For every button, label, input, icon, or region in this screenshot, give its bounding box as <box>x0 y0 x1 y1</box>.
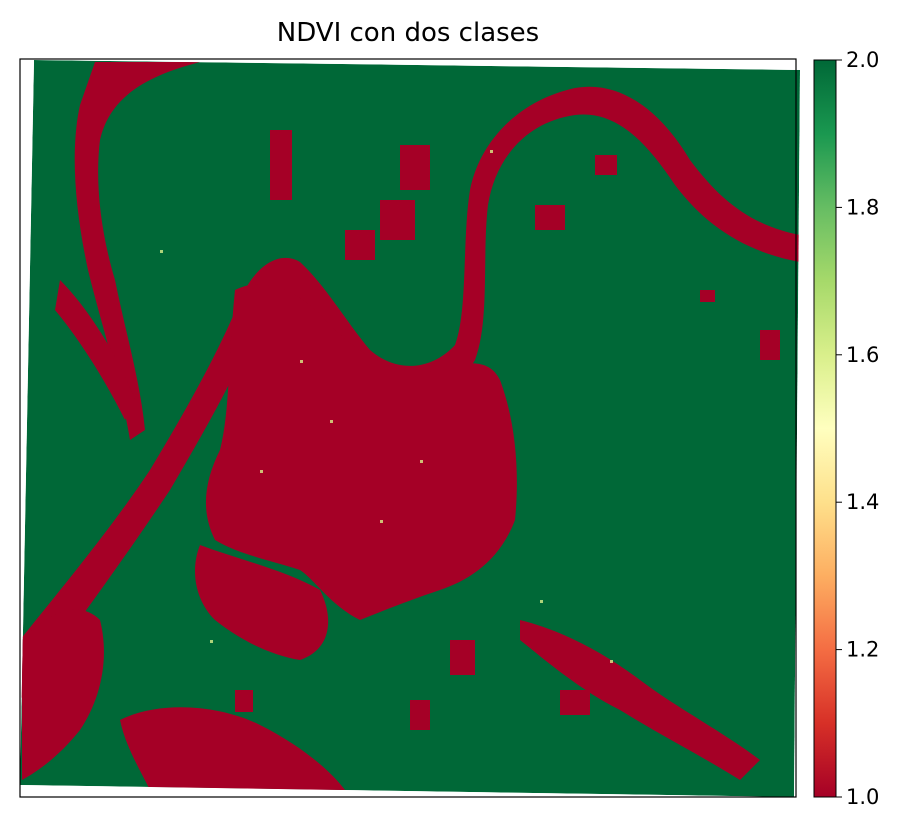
lagoon-bottom <box>120 707 345 790</box>
patch-se-3 <box>410 700 430 730</box>
colorbar-gradient <box>814 60 836 797</box>
colorbar-tick-label: 1.4 <box>846 490 879 514</box>
block-north-2 <box>400 145 430 190</box>
colorbar-tick-label: 1.0 <box>846 785 879 809</box>
colorbar-tick-label: 2.0 <box>846 48 879 72</box>
plot-frame <box>19 58 797 798</box>
chart-title: NDVI con dos clases <box>277 18 539 48</box>
colorbar-tick-label: 1.8 <box>846 195 879 219</box>
block-north-6 <box>595 155 617 175</box>
transition-speckle <box>160 150 613 663</box>
colorbar-frame <box>813 59 837 798</box>
block-north-5 <box>535 205 565 230</box>
patch-se-2 <box>560 690 590 715</box>
class-1-regions <box>20 62 800 790</box>
delta-lower-left <box>22 609 104 780</box>
block-north-4 <box>345 230 375 260</box>
river-upper-left <box>74 62 200 440</box>
urban-center <box>205 284 517 620</box>
block-north-3 <box>380 200 415 240</box>
colorbar-tick-label: 1.6 <box>846 343 879 367</box>
patch-east-2 <box>760 330 780 360</box>
colorbar-tick-label: 1.2 <box>846 638 879 662</box>
patch-east-1 <box>700 290 715 302</box>
river-left-lobe <box>55 280 135 420</box>
colorbar-ticks: 1.0 1.2 1.4 1.6 1.8 2.0 <box>836 48 879 809</box>
urban-south <box>195 545 329 660</box>
block-north-1 <box>270 130 292 200</box>
ndvi-raster <box>19 58 800 798</box>
patch-se-1 <box>450 640 475 675</box>
patch-sw-1 <box>235 690 253 712</box>
patches-southeast <box>520 620 760 780</box>
colorbar: 1.0 1.2 1.4 1.6 1.8 2.0 <box>813 48 879 809</box>
